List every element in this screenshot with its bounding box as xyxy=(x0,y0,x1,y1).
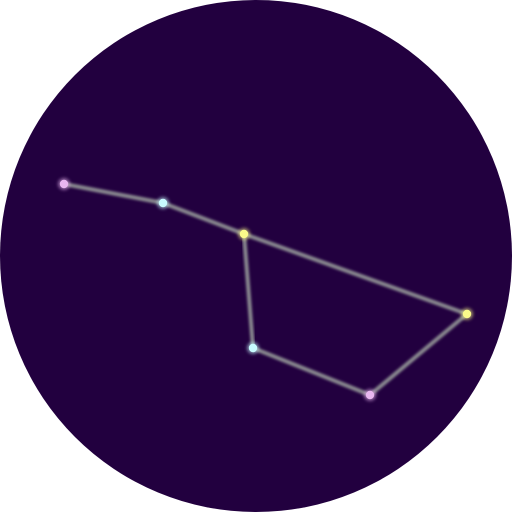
star-4 xyxy=(461,308,473,320)
star-3 xyxy=(238,228,250,240)
star-2 xyxy=(157,197,169,209)
constellation-line-star-5-star-6 xyxy=(251,346,372,397)
star-1-core xyxy=(59,179,69,189)
constellation-stars xyxy=(58,178,473,401)
star-4-core xyxy=(462,309,472,319)
star-2-core xyxy=(158,198,168,208)
star-5 xyxy=(364,389,376,401)
star-5-core xyxy=(365,390,375,400)
star-6 xyxy=(247,342,259,354)
star-6-core xyxy=(248,343,258,353)
constellation-line-star-4-star-5 xyxy=(368,312,469,397)
constellation-line-star-1-star-2 xyxy=(62,182,165,205)
constellation-line-star-3-star-4 xyxy=(242,232,469,316)
constellation-line-star-6-star-3 xyxy=(242,232,255,350)
constellation-line-star-2-star-3 xyxy=(161,201,246,236)
star-3-core xyxy=(239,229,249,239)
constellation-lines xyxy=(62,182,469,397)
star-1 xyxy=(58,178,70,190)
